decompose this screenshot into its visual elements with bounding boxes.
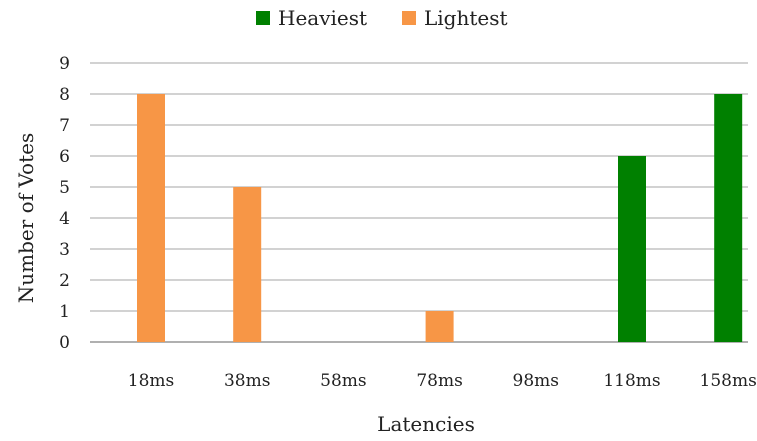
legend-swatch-lightest [402, 11, 416, 25]
x-tick-label: 78ms [416, 371, 462, 391]
y-tick-label: 5 [59, 178, 70, 198]
x-tick-label: 38ms [224, 371, 270, 391]
bar-lightest-38ms [233, 187, 262, 342]
legend-label-heaviest: Heaviest [278, 6, 367, 30]
y-tick-label: 3 [59, 240, 70, 260]
bar-lightest-18ms [137, 94, 165, 342]
bar-heaviest-118ms [618, 156, 646, 342]
bar-heaviest-158ms [714, 94, 743, 342]
x-axis-ticks: 18ms 38ms 58ms 78ms 98ms 118ms 158ms [128, 371, 757, 391]
y-tick-label: 7 [59, 116, 70, 136]
y-tick-label: 9 [59, 54, 70, 74]
gridlines [90, 62, 748, 343]
x-tick-label: 98ms [513, 371, 559, 391]
bars [137, 94, 743, 342]
legend-swatch-heaviest [256, 11, 270, 25]
y-tick-label: 4 [59, 209, 70, 229]
y-tick-label: 1 [59, 302, 70, 322]
x-tick-label: 118ms [603, 371, 660, 391]
x-tick-label: 158ms [700, 371, 757, 391]
x-tick-label: 58ms [320, 371, 366, 391]
y-axis-title: Number of Votes [14, 133, 38, 304]
bar-lightest-78ms [425, 311, 454, 342]
y-tick-label: 8 [59, 85, 70, 105]
y-tick-label: 6 [59, 147, 70, 167]
legend-label-lightest: Lightest [424, 6, 508, 30]
y-tick-label: 2 [59, 271, 70, 291]
x-tick-label: 18ms [128, 371, 174, 391]
y-tick-label: 0 [59, 333, 70, 353]
legend: Heaviest Lightest [256, 6, 508, 30]
x-axis-title: Latencies [377, 412, 475, 436]
y-axis-ticks: 0 1 2 3 4 5 6 7 8 9 [59, 54, 70, 353]
